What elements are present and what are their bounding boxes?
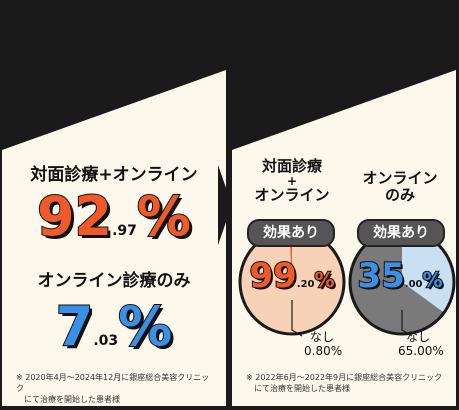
value-online-only: 7.03% [2,294,226,359]
chart-title-online-only: オンライン診療のみ [37,271,191,291]
value-combined-main: 92 [36,184,113,249]
pie2-leader-line [401,310,413,337]
value-online-unit: % [117,294,173,359]
pie1-badge: 効果あり [247,219,335,247]
pie2-none-text: なし [406,330,431,344]
pie2-none-value: 65.00% [398,344,444,358]
footnote-right-line1: ※ 2022年6月～2022年9月に銀座総合美容クリニック [246,373,443,382]
footnote-left: ※ 2020年4月～2024年12月に銀座総合美容クリニック にて治療を開始した… [16,372,216,405]
value-combined-decimal: .97 [112,223,137,239]
value-combined-unit: % [136,184,192,249]
footnote-left-line1: ※ 2020年4月～2024年12月に銀座総合美容クリニック [16,373,210,393]
pie2-slice-effective [402,230,454,313]
footnote-right-line2: にて治療を開始した患者様 [254,384,350,393]
panel-arrow-divider [218,165,232,245]
left-diagonal-header [2,0,226,150]
value-online-decimal: .03 [93,333,119,349]
left-panel: 対面診療+オンライン 92.97% オンライン診療のみ 7.03% ※ 2020… [2,0,226,406]
pie2-title-line1: オンライン [362,169,438,187]
pie1-none-label: なし 0.80% [304,330,342,358]
pie1-none-text: なし [310,330,335,344]
pie1-leader-line [291,300,303,337]
value-combined: 92.97% [2,184,226,249]
pie1-title-line2: + [286,174,298,188]
pie1-none-value: 0.80% [304,344,343,358]
pie2-value-decimal: .00 [404,279,423,290]
pie2-value-unit: % [421,267,443,293]
pie-charts [238,228,456,337]
pie2-value-main: 35 [356,255,405,297]
pie2-title: オンライン のみ [350,170,450,204]
pie2-none-label: なし 65.00% [398,330,444,358]
footnote-right: ※ 2022年6月～2022年9月に銀座総合美容クリニック にて治療を開始した患… [246,372,446,394]
pie1-value-decimal: .20 [296,279,315,290]
pie1-slice-effective [240,230,345,335]
pie2-title-line2: のみ [384,186,415,204]
pie1-value-unit: % [313,267,335,293]
chart-title-combined: 対面診療+オンライン [30,165,198,185]
footnote-left-line2: にて治療を開始した患者様 [24,395,120,404]
pie1-title-line3: オンライン [254,186,330,204]
pie1-value-main: 99 [248,255,297,297]
pie1 [238,228,346,337]
right-diagonal-header [232,0,456,150]
value-online-main: 7 [55,294,95,359]
pie2-slice-none [350,230,445,334]
pie1-value: 99.20% [240,255,344,297]
pie2-value: 35.00% [348,255,452,297]
right-panel: 対面診療 + オンライン オンライン のみ 効果あり 効果あり 99.20% 3… [232,0,456,406]
pie1-title-line1: 対面診療 [261,157,322,175]
pie2-badge: 効果あり [357,219,445,247]
pie1-title: 対面診療 + オンライン [242,158,342,204]
